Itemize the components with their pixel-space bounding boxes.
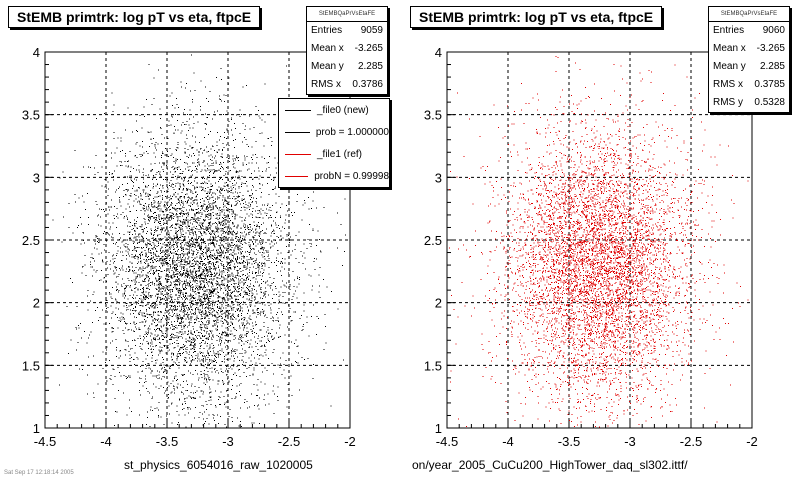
stats-row: RMS x 0.3785 bbox=[709, 76, 789, 94]
stats-row: Entries 9059 bbox=[307, 22, 387, 40]
y-tick-label: 4 bbox=[435, 45, 442, 60]
right-stats-name: StEMBQaPrVsEtaFE bbox=[709, 7, 789, 22]
stats-label: Mean x bbox=[311, 43, 344, 54]
legend-line-swatch bbox=[285, 131, 310, 133]
x-tick-label: -4.5 bbox=[436, 434, 458, 449]
stats-row: Entries 9060 bbox=[709, 22, 789, 40]
right-x-axis-title: on/year_2005_CuCu200_HighTower_daq_sl302… bbox=[412, 458, 688, 472]
x-tick-label: -2 bbox=[746, 434, 758, 449]
right-stats-box: StEMBQaPrVsEtaFE Entries 9060 Mean x -3.26… bbox=[708, 6, 790, 113]
y-tick-label: 3.5 bbox=[22, 108, 40, 123]
legend-entry: _file1 (ref) bbox=[279, 143, 389, 165]
left-x-axis-title: st_physics_6054016_raw_1020005 bbox=[124, 458, 313, 472]
y-tick-label: 1.5 bbox=[424, 358, 442, 373]
y-tick-label: 1 bbox=[435, 421, 442, 436]
x-tick-label: -2.5 bbox=[278, 434, 300, 449]
legend-entry: probN = 0.99998 bbox=[279, 165, 389, 187]
stats-label: RMS x bbox=[311, 79, 341, 90]
legend-label: _file1 (ref) bbox=[317, 148, 363, 160]
legend-entry: prob = 1.000000 bbox=[279, 121, 389, 143]
x-tick-label: -3 bbox=[624, 434, 636, 449]
stats-row: Mean x -3.265 bbox=[709, 40, 789, 58]
y-tick-label: 2.5 bbox=[424, 233, 442, 248]
stats-label: Entries bbox=[311, 25, 343, 36]
stats-value: 2.285 bbox=[357, 61, 383, 72]
y-tick-label: 4 bbox=[33, 45, 40, 60]
footer-timestamp: Sat Sep 17 12:18:14 2005 bbox=[4, 470, 74, 476]
stats-value: -3.265 bbox=[756, 43, 785, 54]
stats-label: RMS y bbox=[713, 97, 743, 108]
x-tick-label: -4 bbox=[502, 434, 514, 449]
y-tick-label: 3 bbox=[435, 170, 442, 185]
stats-value: 9060 bbox=[762, 25, 785, 36]
stats-row: Mean y 2.285 bbox=[709, 58, 789, 76]
stats-row: Mean x -3.265 bbox=[307, 40, 387, 58]
stats-value: 2.285 bbox=[759, 61, 785, 72]
x-tick-label: -2 bbox=[344, 434, 356, 449]
x-tick-label: -4 bbox=[100, 434, 112, 449]
stats-label: Mean x bbox=[713, 43, 746, 54]
scatter-points bbox=[448, 56, 749, 428]
stats-value: 9059 bbox=[360, 25, 383, 36]
legend-line-swatch bbox=[285, 153, 311, 155]
left-stats-box: StEMBQaPrVsEtaFE Entries 9059 Mean x -3.26… bbox=[306, 6, 388, 95]
stats-value: 0.3785 bbox=[754, 79, 785, 90]
stats-label: RMS x bbox=[713, 79, 743, 90]
right-plot-title: StEMB primtrk: log pT vs eta, ftpcE bbox=[410, 6, 663, 28]
x-tick-label: -3.5 bbox=[558, 434, 580, 449]
stats-value: 0.5328 bbox=[754, 97, 785, 108]
y-tick-label: 1.5 bbox=[22, 358, 40, 373]
stats-label: Mean y bbox=[713, 61, 746, 72]
legend-label: probN = 0.99998 bbox=[314, 170, 389, 182]
stats-row: RMS y 0.5328 bbox=[709, 94, 789, 112]
y-tick-label: 2 bbox=[435, 296, 442, 311]
legend-label: prob = 1.000000 bbox=[315, 126, 389, 138]
stats-value: -3.265 bbox=[354, 43, 383, 54]
stats-label: Mean y bbox=[311, 61, 344, 72]
x-tick-label: -4.5 bbox=[34, 434, 56, 449]
x-tick-label: -2.5 bbox=[680, 434, 702, 449]
stats-row: Mean y 2.285 bbox=[307, 58, 387, 76]
legend-label: _file0 (new) bbox=[317, 104, 369, 116]
legend-line-swatch bbox=[285, 109, 311, 111]
stats-value: 0.3786 bbox=[352, 79, 383, 90]
x-tick-label: -3.5 bbox=[156, 434, 178, 449]
y-tick-label: 1 bbox=[33, 421, 40, 436]
y-tick-label: 2 bbox=[33, 296, 40, 311]
y-tick-label: 3 bbox=[33, 170, 40, 185]
y-tick-label: 2.5 bbox=[22, 233, 40, 248]
left-stats-name: StEMBQaPrVsEtaFE bbox=[307, 7, 387, 22]
x-tick-label: -3 bbox=[222, 434, 234, 449]
left-legend: _file0 (new) prob = 1.000000 _file1 (ref… bbox=[278, 98, 390, 188]
stats-row: RMS x 0.3786 bbox=[307, 76, 387, 94]
legend-entry: _file0 (new) bbox=[279, 99, 389, 121]
y-tick-label: 3.5 bbox=[424, 108, 442, 123]
stats-label: Entries bbox=[713, 25, 745, 36]
legend-line-swatch bbox=[285, 175, 309, 177]
left-plot-title: StEMB primtrk: log pT vs eta, ftpcE bbox=[8, 6, 261, 28]
scatter-points bbox=[52, 54, 346, 429]
